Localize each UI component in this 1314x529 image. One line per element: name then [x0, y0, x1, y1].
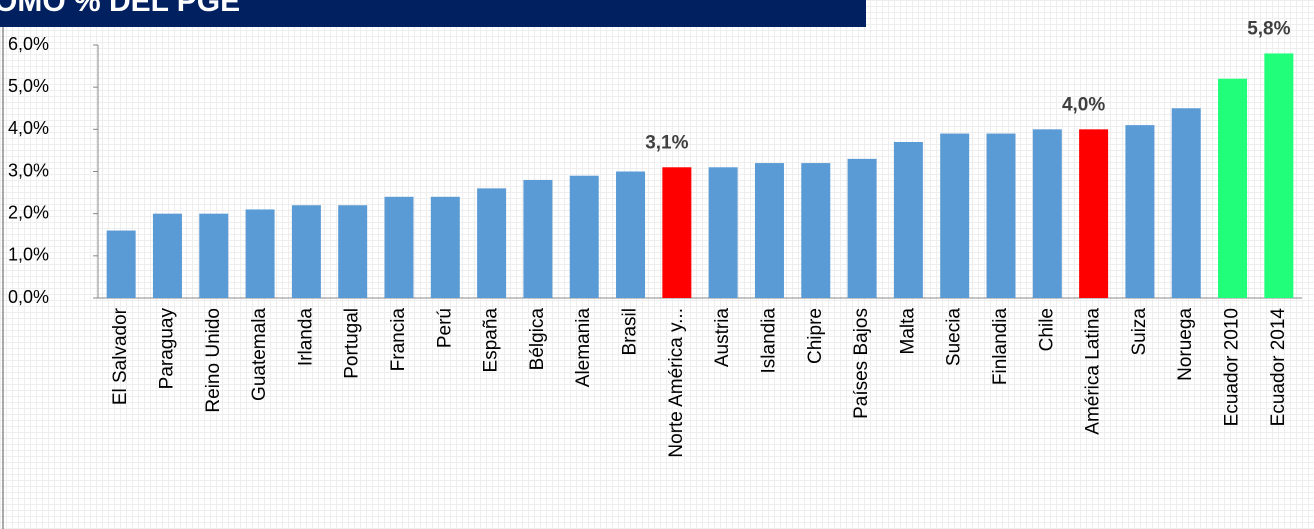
value-label: 4,0% — [1062, 94, 1105, 115]
bar — [338, 205, 368, 298]
y-tick-label: 4,0% — [8, 118, 49, 138]
x-tick-label: El Salvador — [110, 307, 131, 405]
x-tick-label: Irlanda — [295, 308, 316, 367]
x-tick-label: Noruega — [1175, 308, 1196, 381]
bar — [1032, 129, 1062, 298]
x-tick-label: América Latina — [1083, 308, 1104, 435]
value-label: 3,1% — [645, 132, 688, 153]
bar — [1125, 125, 1155, 298]
bar — [801, 163, 831, 298]
bar — [291, 205, 321, 298]
x-tick-label: Finlandia — [990, 308, 1011, 386]
x-tick-label: Paraguay — [156, 308, 177, 390]
x-tick-label: Norte América y... — [666, 308, 687, 458]
x-tick-label: Brasil — [620, 308, 641, 356]
bar — [754, 163, 784, 298]
bar — [662, 167, 692, 298]
x-tick-label: Portugal — [342, 308, 363, 379]
x-tick-label: Ecuador 2014 — [1268, 308, 1289, 427]
bar — [1171, 108, 1201, 298]
bar — [245, 209, 275, 298]
bar — [384, 196, 414, 298]
bar — [1218, 78, 1248, 298]
x-tick-label: Chipre — [805, 308, 826, 364]
bar — [477, 188, 507, 298]
x-tick-label: Suecia — [944, 308, 965, 367]
bar — [152, 213, 182, 298]
y-tick-label: 5,0% — [8, 76, 49, 96]
bar — [893, 141, 923, 298]
bar — [847, 158, 877, 298]
x-tick-label: Alemania — [573, 308, 594, 388]
x-tick-label: Austria — [712, 308, 733, 368]
bar — [616, 171, 646, 298]
x-tick-label: Chile — [1036, 308, 1057, 351]
x-tick-label: Francia — [388, 308, 409, 372]
bar — [986, 133, 1016, 298]
bar — [708, 167, 738, 298]
x-tick-label: Malta — [897, 308, 918, 355]
bar — [430, 196, 460, 298]
y-tick-label: 2,0% — [8, 202, 49, 222]
x-tick-label: Guatemala — [249, 308, 270, 401]
bar — [1079, 129, 1109, 298]
chart-title: OMO % DEL PGE — [0, 0, 240, 18]
title-banner — [0, 0, 866, 27]
y-tick-label: 1,0% — [8, 245, 49, 265]
y-tick-label: 3,0% — [8, 160, 49, 180]
y-tick-label: 6,0% — [8, 34, 49, 54]
x-tick-label: España — [481, 308, 502, 373]
bar — [569, 175, 599, 298]
bar — [940, 133, 970, 298]
y-tick-label: 0,0% — [8, 287, 49, 307]
bar — [523, 179, 553, 298]
bar — [106, 230, 136, 298]
bar — [199, 213, 229, 298]
x-tick-label: Países Bajos — [851, 308, 872, 419]
x-tick-label: Suiza — [1129, 308, 1150, 356]
value-label: 5,8% — [1247, 18, 1290, 39]
x-tick-label: Bélgica — [527, 308, 548, 371]
x-tick-label: Perú — [434, 308, 455, 348]
x-tick-label: Islandia — [758, 308, 779, 374]
x-tick-label: Ecuador 2010 — [1222, 308, 1243, 426]
bar — [1264, 53, 1294, 298]
x-tick-label: Reino Unido — [203, 308, 224, 413]
